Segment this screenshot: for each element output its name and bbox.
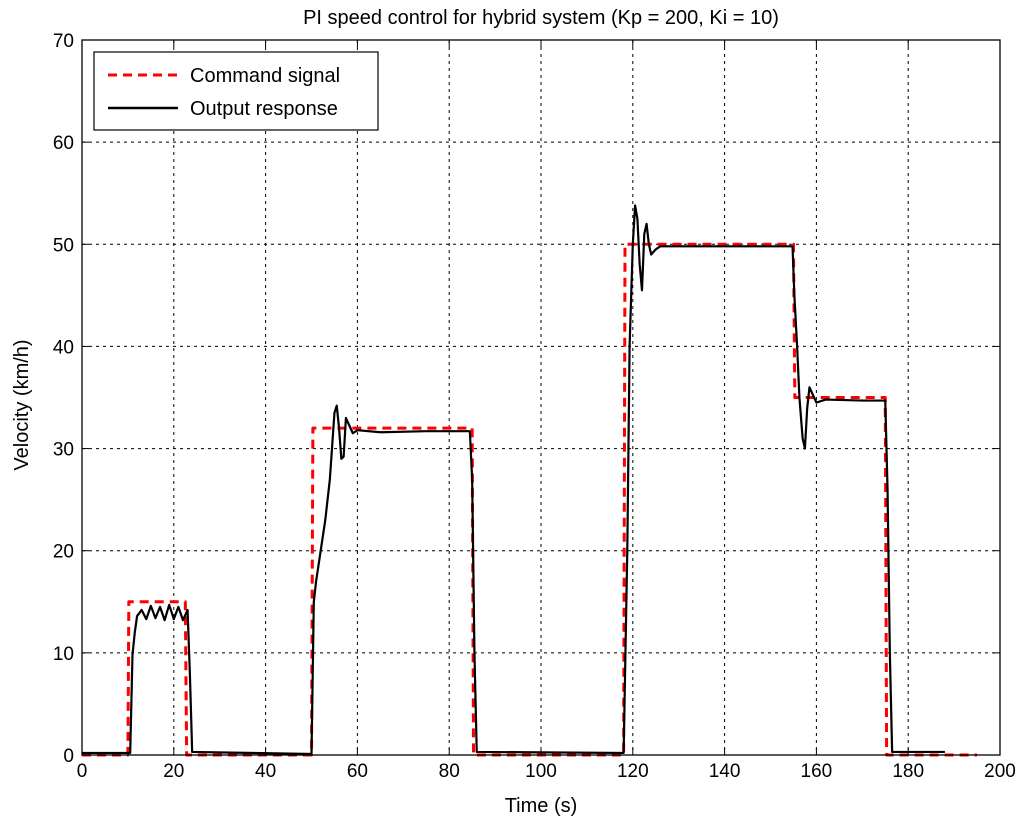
x-tick-label: 120	[617, 761, 649, 782]
legend-label-output-response: Output response	[190, 98, 338, 120]
series-line-output-response	[82, 204, 945, 756]
x-tick-label: 20	[163, 761, 184, 782]
x-tick-label: 100	[525, 761, 557, 782]
legend-box	[93, 51, 379, 131]
x-tick-label: 200	[984, 761, 1016, 782]
x-axis-label: Time (s)	[505, 795, 578, 817]
x-tick-label: 0	[77, 761, 88, 782]
y-tick-label: 0	[63, 746, 74, 767]
x-tick-label: 40	[255, 761, 276, 782]
y-tick-label: 40	[53, 337, 74, 358]
y-tick-label: 50	[53, 235, 74, 256]
y-tick-label: 70	[53, 31, 74, 52]
grid	[82, 40, 1000, 755]
y-tick-label: 30	[53, 440, 74, 461]
y-tick-label: 60	[53, 133, 74, 154]
legend: Command signal Output response	[93, 51, 379, 131]
y-tick-label: 20	[53, 542, 74, 563]
y-tick-label: 10	[53, 644, 74, 665]
x-tick-label: 180	[892, 761, 924, 782]
series-layer	[82, 204, 978, 757]
x-tick-label: 60	[347, 761, 368, 782]
y-axis-label: Velocity (km/h)	[11, 339, 33, 470]
x-tick-label: 80	[439, 761, 460, 782]
x-tick-label: 140	[709, 761, 741, 782]
legend-label-command-signal: Command signal	[190, 65, 340, 87]
chart-title: PI speed control for hybrid system (Kp =…	[303, 7, 779, 29]
x-tick-label: 160	[801, 761, 833, 782]
series-line-command-signal	[82, 242, 978, 757]
tick-labels: 0 20 40 60 80 100 120 140 160 180 200 0 10 20 30 40 50 60…	[53, 31, 1016, 782]
